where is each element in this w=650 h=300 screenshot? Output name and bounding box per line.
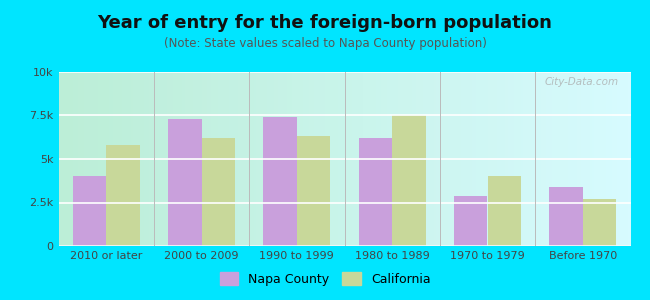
Bar xyxy=(73,176,106,246)
Bar xyxy=(454,196,488,246)
Bar xyxy=(297,136,330,246)
Text: (Note: State values scaled to Napa County population): (Note: State values scaled to Napa Count… xyxy=(164,38,486,50)
Bar xyxy=(392,116,426,246)
Bar xyxy=(106,145,140,246)
Bar xyxy=(202,138,235,246)
Text: Year of entry for the foreign-born population: Year of entry for the foreign-born popul… xyxy=(98,14,552,32)
Bar xyxy=(583,199,616,246)
Bar xyxy=(488,176,521,246)
Bar xyxy=(263,117,297,246)
Text: City-Data.com: City-Data.com xyxy=(545,77,619,87)
Bar xyxy=(359,138,392,246)
Legend: Napa County, California: Napa County, California xyxy=(214,267,436,291)
Bar xyxy=(168,119,202,246)
Bar xyxy=(549,187,583,246)
